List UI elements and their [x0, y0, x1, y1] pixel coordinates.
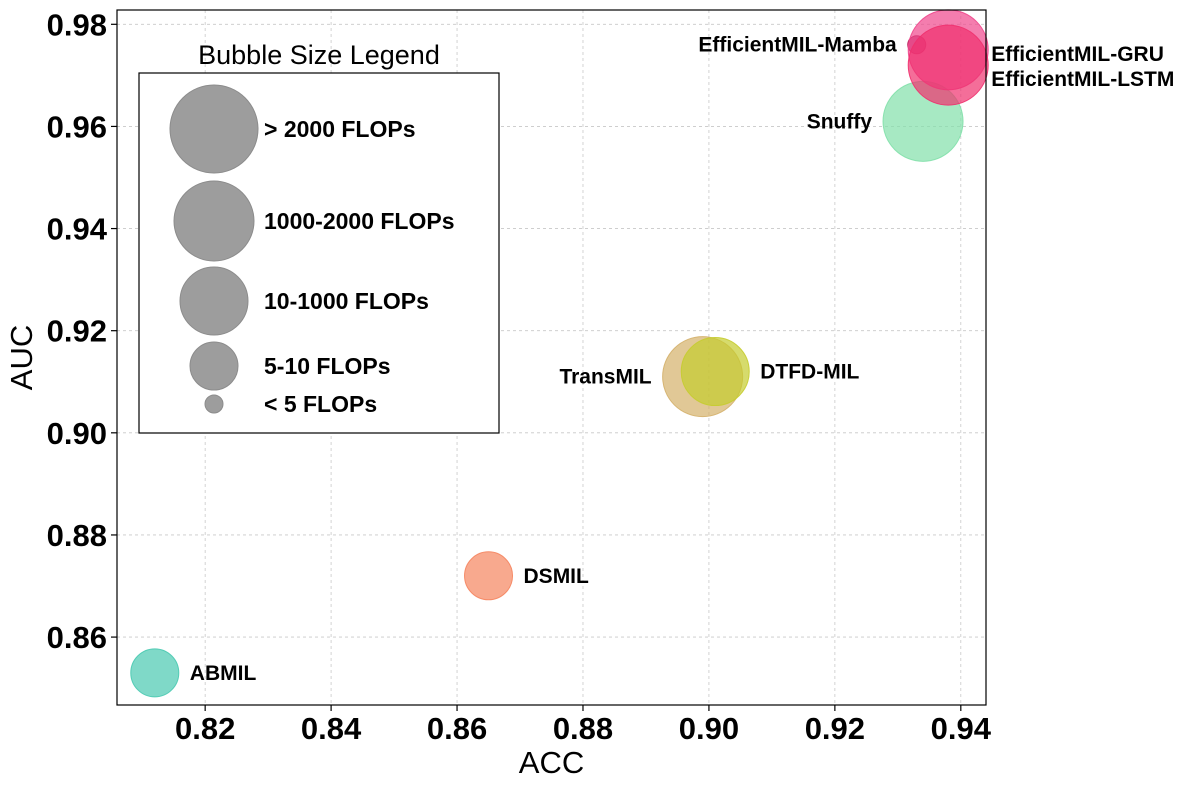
bubble-efficientmil-lstm: [907, 24, 989, 106]
plot-frame: [116, 9, 987, 706]
legend-bubble: [189, 341, 239, 391]
legend-item-label: 5-10 FLOPs: [264, 353, 391, 379]
point-labels: ABMIL DSMIL TransMIL DTFD-MIL Snuffy Efficien…: [190, 34, 1175, 685]
legend-title: Bubble Size Legend: [198, 40, 440, 70]
x-tick-label: 0.84: [301, 711, 362, 746]
bubble-dsmil: [464, 551, 514, 601]
axis-ticks: 0.82 0.84 0.86 0.88 0.90 0.92 0.94 0.86 0.88 0.90…: [47, 7, 992, 746]
legend-item-label: 1000-2000 FLOPs: [264, 208, 455, 234]
y-tick-label: 0.90: [47, 416, 107, 451]
y-tick-label: 0.96: [47, 109, 107, 144]
point-label-dtfd-mil: DTFD-MIL: [760, 361, 859, 384]
x-tick-label: 0.90: [679, 711, 739, 746]
point-label-efficientmil-lstm: EfficientMIL-LSTM: [991, 68, 1174, 91]
point-label-abmil: ABMIL: [190, 662, 257, 685]
y-tick-label: 0.88: [47, 518, 107, 553]
legend-item-label: 10-1000 FLOPs: [264, 288, 429, 314]
point-label-dsmil: DSMIL: [524, 565, 590, 588]
bubble-abmil: [130, 648, 180, 698]
x-tick-label: 0.88: [553, 711, 613, 746]
point-label-transmil: TransMIL: [559, 366, 651, 389]
point-label-efficientmil-mamba: EfficientMIL-Mamba: [698, 34, 897, 57]
legend-item-label: < 5 FLOPs: [264, 391, 377, 417]
y-tick-label: 0.98: [47, 7, 107, 42]
y-tick-label: 0.86: [47, 620, 107, 655]
x-tick-label: 0.92: [805, 711, 865, 746]
bubble-size-legend: Bubble Size Legend > 2000 FLOPs 1000-2000…: [138, 40, 500, 434]
point-label-snuffy: Snuffy: [807, 110, 873, 133]
x-tick-label: 0.94: [931, 711, 992, 746]
legend-bubble: [179, 266, 249, 336]
x-axis-title: ACC: [519, 745, 584, 780]
legend-item-label: > 2000 FLOPs: [264, 116, 416, 142]
legend-bubble: [169, 84, 259, 174]
y-tick-label: 0.92: [47, 314, 107, 349]
data-bubbles: [130, 9, 989, 698]
bubble-dtfd-mil: [680, 337, 750, 407]
x-tick-label: 0.82: [175, 711, 235, 746]
point-label-efficientmil-gru: EfficientMIL-GRU: [991, 43, 1164, 66]
legend-bubble: [204, 394, 224, 414]
x-tick-label: 0.86: [427, 711, 487, 746]
y-tick-label: 0.94: [47, 212, 108, 247]
y-axis-title: AUC: [4, 325, 39, 390]
legend-bubble: [173, 180, 255, 262]
